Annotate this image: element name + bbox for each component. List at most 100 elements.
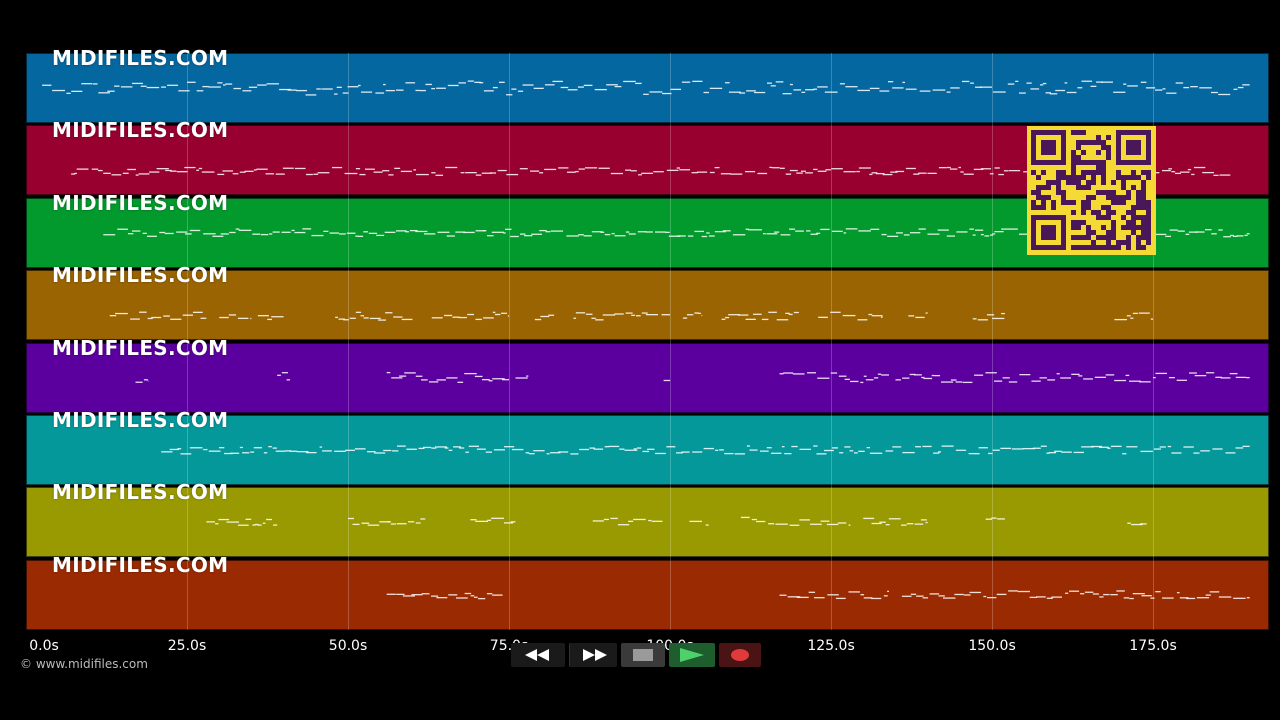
rewind-button[interactable]	[511, 643, 565, 667]
qr-module	[1131, 175, 1136, 180]
qr-module	[1121, 175, 1126, 180]
qr-module	[1116, 200, 1121, 205]
qr-module	[1106, 150, 1111, 155]
qr-module	[1126, 175, 1131, 180]
qr-module	[1071, 210, 1076, 215]
qr-module	[1116, 170, 1121, 175]
qr-module	[1061, 190, 1066, 195]
qr-module	[1116, 195, 1121, 200]
qr-module	[1076, 130, 1081, 135]
qr-module	[1081, 130, 1086, 135]
qr-module	[1136, 215, 1141, 220]
qr-module	[1081, 140, 1086, 145]
qr-module	[1146, 175, 1151, 180]
qr-module	[1031, 190, 1036, 195]
record-icon	[731, 649, 749, 661]
qr-module	[1136, 240, 1141, 245]
qr-module	[1131, 205, 1136, 210]
qr-module	[1081, 175, 1086, 180]
qr-module	[1076, 175, 1081, 180]
qr-module	[1101, 180, 1106, 185]
qr-module	[1136, 235, 1141, 240]
track-lane: MIDIFILES.COM	[26, 263, 1269, 340]
qr-module	[1096, 170, 1101, 175]
qr-module	[1086, 200, 1091, 205]
fast-forward-button[interactable]	[569, 643, 617, 667]
track-lane: MIDIFILES.COM	[26, 480, 1269, 557]
qr-module	[1106, 245, 1111, 250]
qr-module	[1091, 140, 1096, 145]
qr-module	[1071, 180, 1076, 185]
qr-module	[1106, 195, 1111, 200]
qr-module	[1146, 215, 1151, 220]
track-label: MIDIFILES.COM	[52, 263, 229, 287]
stop-button[interactable]	[621, 643, 665, 667]
qr-module	[1126, 220, 1131, 225]
qr-module	[1116, 240, 1121, 245]
tick-label: 0.0s	[29, 638, 59, 654]
qr-module	[1046, 185, 1051, 190]
qr-module	[1091, 230, 1096, 235]
qr-module	[1106, 210, 1111, 215]
track-label: MIDIFILES.COM	[52, 336, 229, 360]
stop-icon	[633, 649, 653, 661]
qr-module	[1081, 220, 1086, 225]
play-button[interactable]	[669, 643, 715, 667]
qr-module	[1131, 170, 1136, 175]
qr-module	[1121, 240, 1126, 245]
qr-module	[1101, 165, 1106, 170]
qr-module	[1076, 145, 1081, 150]
qr-module	[1121, 200, 1126, 205]
qr-module	[1071, 160, 1076, 165]
qr-module	[1141, 215, 1146, 220]
qr-module	[1126, 210, 1131, 215]
qr-module	[1056, 190, 1061, 195]
transport-controls	[511, 642, 761, 668]
qr-module	[1041, 195, 1046, 200]
qr-module	[1101, 145, 1106, 150]
qr-module	[1116, 175, 1121, 180]
tick-label: 175.0s	[1129, 638, 1177, 654]
qr-module	[1136, 175, 1141, 180]
qr-module	[1111, 235, 1116, 240]
track-label: MIDIFILES.COM	[52, 191, 229, 215]
qr-module	[1071, 175, 1076, 180]
qr-module	[1101, 140, 1106, 145]
qr-module	[1146, 240, 1151, 245]
qr-module	[1081, 185, 1086, 190]
qr-module	[1086, 160, 1091, 165]
qr-module	[1076, 185, 1081, 190]
qr-module	[1096, 210, 1101, 215]
qr-module	[1101, 205, 1106, 210]
qr-module	[1086, 230, 1091, 235]
qr-module	[1076, 220, 1081, 225]
qr-module	[1081, 160, 1086, 165]
qr-module	[1066, 180, 1071, 185]
qr-module	[1101, 190, 1106, 195]
qr-module	[1086, 245, 1091, 250]
qr-module	[1091, 180, 1096, 185]
qr-module	[1126, 235, 1131, 240]
qr-module	[1061, 175, 1066, 180]
qr-module	[1141, 200, 1146, 205]
qr-module	[1071, 130, 1076, 135]
qr-module	[1081, 205, 1086, 210]
qr-module	[1071, 220, 1076, 225]
qr-module	[1106, 230, 1111, 235]
track-label: MIDIFILES.COM	[52, 408, 229, 432]
qr-module	[1146, 200, 1151, 205]
qr-module	[1111, 225, 1116, 230]
track-label: MIDIFILES.COM	[52, 118, 229, 142]
qr-module	[1041, 205, 1046, 210]
qr-module	[1086, 140, 1091, 145]
record-button[interactable]	[719, 643, 761, 667]
qr-module	[1081, 235, 1086, 240]
qr-module	[1076, 155, 1081, 160]
qr-module	[1121, 180, 1126, 185]
qr-module	[1106, 190, 1111, 195]
qr-module	[1086, 235, 1091, 240]
qr-module	[1051, 205, 1056, 210]
qr-module	[1031, 205, 1036, 210]
qr-module	[1141, 230, 1146, 235]
qr-module	[1071, 235, 1076, 240]
